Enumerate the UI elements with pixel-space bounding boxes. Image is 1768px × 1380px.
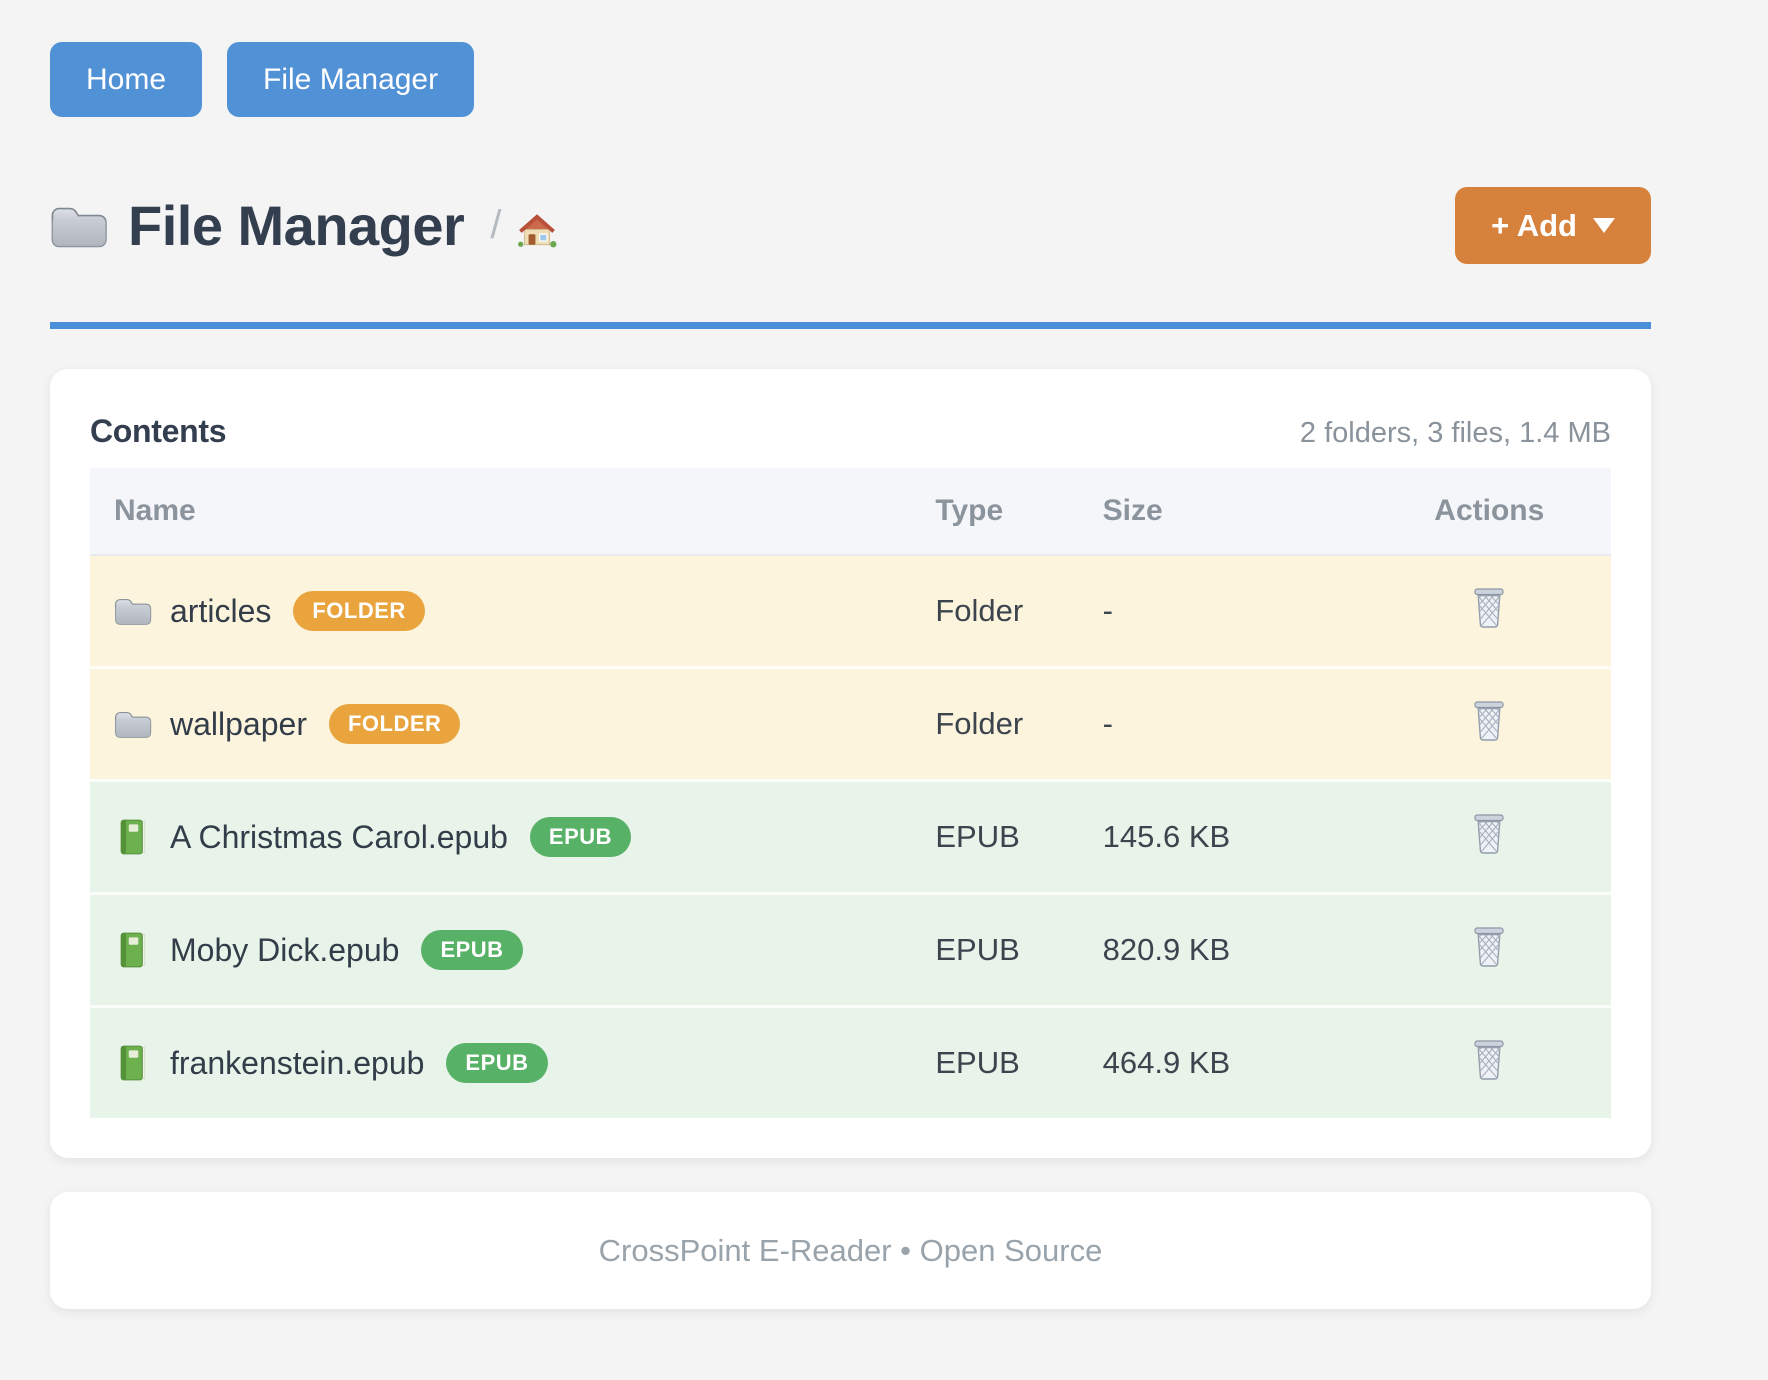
actions-cell [1367, 556, 1611, 666]
column-header-name: Name [90, 468, 912, 556]
book-icon [114, 1044, 152, 1082]
type-cell: EPUB [911, 1005, 1079, 1118]
table-row[interactable]: A Christmas Carol.epub EPUB EPUB 145.6 K… [90, 779, 1611, 892]
caret-down-icon [1593, 218, 1615, 233]
size-cell: - [1078, 556, 1368, 666]
name-cell: articles FOLDER [90, 556, 912, 666]
type-cell: EPUB [911, 892, 1079, 1005]
table-row[interactable]: articles FOLDER Folder - [90, 556, 1611, 666]
contents-card-header: Contents 2 folders, 3 files, 1.4 MB [90, 413, 1611, 450]
contents-heading: Contents [90, 413, 227, 449]
table-body: articles FOLDER Folder - wallpaper FOLDE… [90, 556, 1611, 1118]
delete-button[interactable] [1471, 1038, 1507, 1080]
delete-button[interactable] [1471, 699, 1507, 741]
file-name: frankenstein.epub [170, 1044, 425, 1081]
file-name: A Christmas Carol.epub [170, 818, 508, 855]
file-type-badge: FOLDER [328, 704, 461, 744]
table-header-row: Name Type Size Actions [90, 468, 1611, 556]
folder-icon [114, 592, 152, 630]
add-button-label: + Add [1491, 207, 1577, 243]
file-name: Moby Dick.epub [170, 931, 400, 968]
folder-icon [50, 201, 108, 251]
type-cell: EPUB [911, 779, 1079, 892]
page-title-text: File Manager [128, 194, 465, 257]
page-title: File Manager [50, 193, 465, 258]
type-cell: Folder [911, 556, 1079, 666]
files-table: Name Type Size Actions articles FOLDER F… [90, 468, 1611, 1118]
trash-icon [1471, 925, 1507, 967]
actions-cell [1367, 1005, 1611, 1118]
trash-icon [1471, 699, 1507, 741]
nav-button-home[interactable]: Home [50, 42, 203, 117]
table-row[interactable]: Moby Dick.epub EPUB EPUB 820.9 KB [90, 892, 1611, 1005]
book-icon [114, 931, 152, 969]
file-name: wallpaper [170, 705, 307, 742]
trash-icon [1471, 586, 1507, 628]
size-cell: 464.9 KB [1078, 1005, 1368, 1118]
house-icon [517, 211, 557, 249]
type-cell: Folder [911, 666, 1079, 779]
breadcrumb: / [490, 203, 557, 248]
file-type-badge: FOLDER [293, 591, 425, 631]
trash-icon [1471, 812, 1507, 854]
name-cell: Moby Dick.epub EPUB [90, 892, 912, 1005]
page-header: File Manager / + Add [50, 187, 1651, 264]
delete-button[interactable] [1471, 925, 1507, 967]
table-row[interactable]: frankenstein.epub EPUB EPUB 464.9 KB [90, 1005, 1611, 1118]
trash-icon [1471, 1038, 1507, 1080]
actions-cell [1367, 666, 1611, 779]
book-icon [114, 818, 152, 856]
file-type-badge: EPUB [446, 1043, 548, 1083]
file-name: articles [170, 592, 272, 629]
file-type-badge: EPUB [421, 930, 523, 970]
column-header-size: Size [1078, 468, 1368, 556]
contents-summary: 2 folders, 3 files, 1.4 MB [1299, 417, 1611, 449]
column-header-type: Type [911, 468, 1079, 556]
add-button[interactable]: + Add [1455, 187, 1651, 264]
page-container: Home File Manager File Manager / + Add C… [50, 0, 1651, 1309]
header-divider [50, 322, 1651, 329]
delete-button[interactable] [1471, 586, 1507, 628]
contents-card: Contents 2 folders, 3 files, 1.4 MB Name… [50, 369, 1651, 1158]
column-header-actions: Actions [1367, 468, 1611, 556]
footer: CrossPoint E-Reader • Open Source [50, 1192, 1651, 1309]
name-cell: A Christmas Carol.epub EPUB [90, 779, 912, 892]
size-cell: 820.9 KB [1078, 892, 1368, 1005]
name-cell: wallpaper FOLDER [90, 666, 912, 779]
top-nav: Home File Manager [50, 0, 1651, 117]
nav-button-file-manager[interactable]: File Manager [227, 42, 475, 117]
size-cell: 145.6 KB [1078, 779, 1368, 892]
file-type-badge: EPUB [529, 817, 632, 857]
breadcrumb-home-link[interactable] [517, 207, 557, 245]
delete-button[interactable] [1471, 812, 1507, 854]
folder-icon [114, 705, 152, 743]
footer-text: CrossPoint E-Reader • Open Source [598, 1232, 1103, 1268]
actions-cell [1367, 892, 1611, 1005]
table-row[interactable]: wallpaper FOLDER Folder - [90, 666, 1611, 779]
breadcrumb-separator: / [490, 203, 502, 247]
size-cell: - [1078, 666, 1368, 779]
actions-cell [1367, 779, 1611, 892]
name-cell: frankenstein.epub EPUB [90, 1005, 912, 1118]
